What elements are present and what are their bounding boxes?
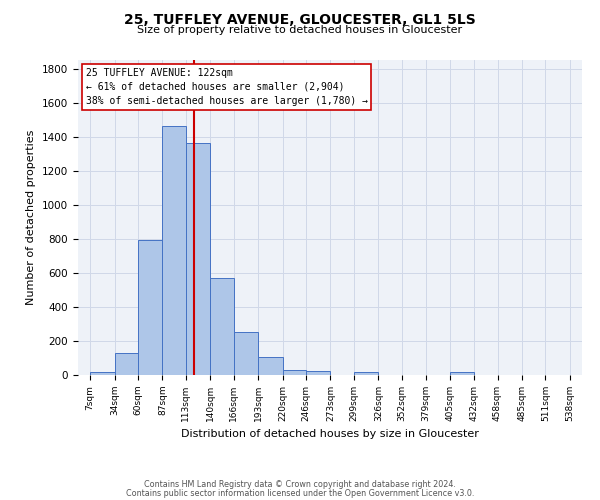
Bar <box>258 357 283 375</box>
Bar <box>211 278 234 375</box>
X-axis label: Distribution of detached houses by size in Gloucester: Distribution of detached houses by size … <box>181 430 479 440</box>
Bar <box>138 240 163 375</box>
Bar <box>354 372 379 375</box>
Text: Contains HM Land Registry data © Crown copyright and database right 2024.: Contains HM Land Registry data © Crown c… <box>144 480 456 489</box>
Bar <box>283 370 306 375</box>
Text: Size of property relative to detached houses in Gloucester: Size of property relative to detached ho… <box>137 25 463 35</box>
Bar <box>186 144 211 375</box>
Bar <box>306 370 331 375</box>
Bar <box>163 126 186 375</box>
Text: 25, TUFFLEY AVENUE, GLOUCESTER, GL1 5LS: 25, TUFFLEY AVENUE, GLOUCESTER, GL1 5LS <box>124 12 476 26</box>
Text: 25 TUFFLEY AVENUE: 122sqm
← 61% of detached houses are smaller (2,904)
38% of se: 25 TUFFLEY AVENUE: 122sqm ← 61% of detac… <box>86 68 368 106</box>
Bar <box>90 372 115 375</box>
Bar <box>449 372 474 375</box>
Y-axis label: Number of detached properties: Number of detached properties <box>26 130 37 305</box>
Text: Contains public sector information licensed under the Open Government Licence v3: Contains public sector information licen… <box>126 489 474 498</box>
Bar <box>234 332 258 375</box>
Bar <box>115 353 138 375</box>
